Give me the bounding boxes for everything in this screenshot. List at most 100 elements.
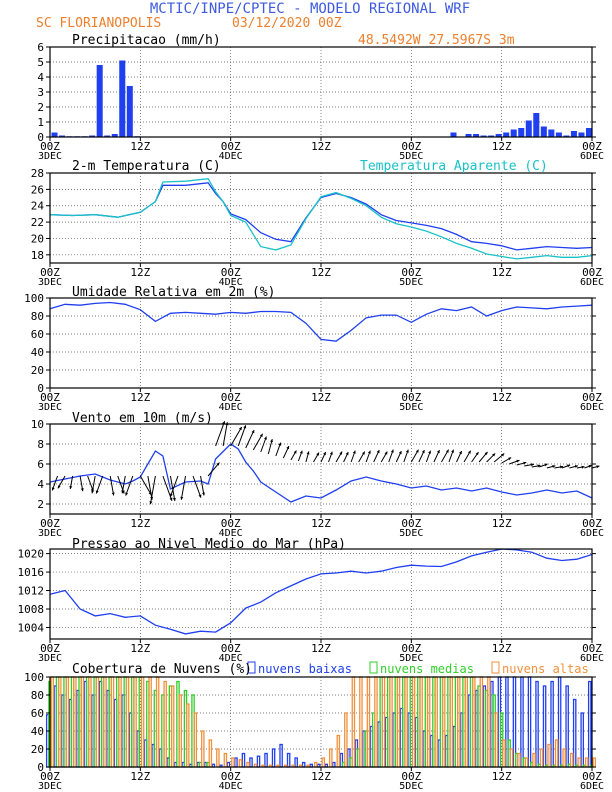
cloud-bar-2 [569, 752, 574, 768]
wind-arrow [237, 425, 247, 447]
cloud-bar-2 [344, 712, 348, 768]
y-tick-label: 10 [31, 418, 44, 431]
wind-arrow-head [238, 426, 242, 431]
cloud-bar-0 [226, 761, 231, 768]
wind-arrow [230, 426, 243, 447]
precip-bar [104, 135, 111, 137]
y-tick-label: 24 [31, 200, 45, 213]
cloud-bar-2 [592, 757, 597, 768]
y-tick-label: 40 [31, 346, 44, 359]
cloud-bar-2 [562, 748, 566, 768]
wind-arrow-head [323, 452, 326, 456]
cloud-bar-2 [584, 757, 589, 768]
wind-arrow-head [180, 496, 184, 500]
wind-arrow-head [306, 451, 310, 455]
wind-arrow-head [484, 451, 488, 455]
header-title: MCTIC/INPE/CPTEC - MODELO REGIONAL WRF [150, 1, 470, 17]
cloud-bar-2 [133, 676, 137, 768]
wind-arrow-head [172, 497, 176, 501]
y-tick-label: 2 [37, 101, 44, 114]
x-tick-label: 12Z [311, 266, 331, 279]
y-tick-label: 0 [37, 761, 44, 774]
cloud-bar-2 [246, 761, 250, 768]
legend-swatch [369, 661, 378, 674]
wind-arrow-head [345, 452, 349, 456]
cloud-bar-0 [234, 757, 238, 768]
cloud-bar-2 [381, 676, 386, 768]
wind-arrow-head [57, 485, 61, 489]
wind-arrow [215, 421, 226, 447]
cloud-bar-2 [140, 676, 145, 768]
x-tick-label: 00Z [582, 770, 602, 783]
x-tick-label: 12Z [130, 391, 150, 404]
wind-arrow [147, 475, 153, 500]
cloud-bar-2 [517, 752, 521, 768]
wind-arrow-head [259, 433, 263, 437]
day-label: 3DEC [38, 528, 62, 539]
day-label: 4DEC [219, 653, 243, 664]
x-tick-label: 00Z [401, 642, 421, 655]
y-tick-label: 22 [31, 216, 44, 229]
day-label: 6DEC [580, 402, 604, 413]
cloud-bar-0 [294, 757, 298, 768]
day-label: 4DEC [219, 528, 243, 539]
x-tick-label: 12Z [492, 517, 512, 530]
wind-arrow-head [436, 450, 440, 454]
wind-arrow-head [149, 501, 153, 505]
precip-bar [503, 132, 510, 137]
cloud-bar-2 [95, 676, 100, 768]
wind-arrow-head [421, 450, 425, 454]
day-label: 5DEC [399, 402, 423, 413]
x-tick-label: 00Z [582, 517, 602, 530]
panel-title: Precipitacao (mm/h) [72, 33, 221, 48]
wind-arrow-head [384, 451, 388, 455]
wind-arrow-head [362, 451, 365, 455]
wind-arrow [139, 475, 152, 496]
y-tick-label: 5 [37, 56, 44, 69]
cloud-bar-2 [148, 676, 152, 768]
y-tick-label: 20 [31, 364, 44, 377]
precip-bar [473, 134, 480, 137]
cloud-bar-2 [502, 739, 506, 768]
x-tick-label: 12Z [311, 642, 331, 655]
legend-swatch [247, 661, 256, 674]
day-label: 5DEC [399, 151, 423, 162]
x-tick-label: 00Z [221, 642, 241, 655]
cloud-bar-2 [464, 676, 469, 768]
series-line [49, 178, 593, 260]
cloud-bar-2 [494, 712, 499, 768]
precip-bar [510, 129, 517, 137]
cloud-bar-2 [524, 757, 529, 768]
x-tick-label: 00Z [401, 140, 421, 153]
precip-bar [465, 134, 472, 137]
y-tick-label: 60 [31, 328, 44, 341]
wind-arrow-head [567, 464, 571, 468]
cloud-bar-2 [155, 676, 160, 768]
y-tick-label: 2 [37, 498, 44, 511]
cloud-bar-2 [231, 757, 235, 768]
precip-bar [488, 135, 495, 137]
cloud-bar-0 [271, 748, 276, 768]
cloud-bar-0 [279, 743, 283, 768]
y-tick-label: 3 [37, 86, 44, 99]
wind-arrow-head [398, 451, 402, 455]
x-tick-label: 12Z [130, 642, 150, 655]
wind-arrow-head [264, 436, 267, 440]
wind-arrow-head [475, 452, 479, 456]
wind-arrow-head [523, 461, 527, 465]
precip-bar [495, 134, 502, 137]
cloud-bar-2 [396, 676, 401, 768]
wind-arrow-head [560, 465, 563, 469]
cloud-bar-2 [185, 703, 190, 768]
x-tick-label: 12Z [492, 642, 512, 655]
cloud-bar-2 [170, 685, 175, 768]
cloud-bar-2 [223, 752, 228, 768]
wind-arrow-head [202, 492, 205, 496]
cloud-bar-2 [359, 676, 363, 768]
wind-arrow [192, 475, 202, 498]
wind-arrow-head [69, 486, 73, 489]
